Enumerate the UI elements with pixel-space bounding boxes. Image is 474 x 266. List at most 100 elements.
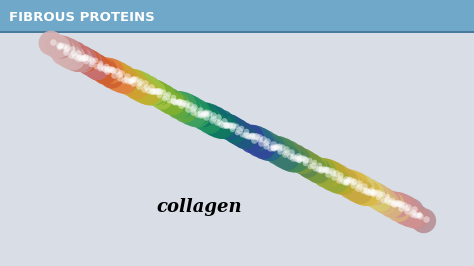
Point xyxy=(200,113,207,117)
Point xyxy=(72,54,79,59)
Point xyxy=(161,95,168,100)
Point xyxy=(411,213,419,217)
Point xyxy=(69,51,76,55)
Point xyxy=(162,94,170,98)
Point xyxy=(311,165,319,170)
Point xyxy=(362,189,370,194)
Point xyxy=(140,86,147,91)
Point xyxy=(352,187,360,192)
Point xyxy=(202,115,210,119)
Point xyxy=(259,137,266,141)
Point xyxy=(145,90,153,95)
Point xyxy=(292,155,299,159)
Point xyxy=(120,78,128,82)
Point xyxy=(267,147,274,151)
Point xyxy=(166,96,174,101)
Point xyxy=(198,113,206,117)
Point xyxy=(224,124,232,128)
Point xyxy=(151,89,158,93)
Point xyxy=(175,98,182,103)
Point xyxy=(213,121,221,125)
Point xyxy=(236,128,243,132)
Point xyxy=(248,139,256,143)
Point xyxy=(202,110,210,115)
Point xyxy=(322,167,329,171)
Point xyxy=(118,71,125,75)
Point xyxy=(102,68,110,72)
Point xyxy=(368,190,375,194)
Point xyxy=(334,174,342,179)
Point xyxy=(389,201,397,205)
Point xyxy=(217,122,225,126)
Point xyxy=(314,167,322,171)
Point xyxy=(270,146,277,150)
Point xyxy=(219,124,227,128)
Point xyxy=(395,201,403,206)
Point xyxy=(82,59,90,63)
Point xyxy=(169,101,177,106)
Point xyxy=(79,57,87,61)
Point xyxy=(334,177,341,181)
Point xyxy=(365,189,373,193)
Point xyxy=(201,110,209,115)
Point xyxy=(289,154,297,158)
Point xyxy=(395,203,402,207)
Point xyxy=(312,168,319,172)
Point xyxy=(287,149,295,154)
Point xyxy=(387,202,394,206)
Point xyxy=(88,59,96,64)
Point xyxy=(148,90,156,95)
Point xyxy=(72,57,80,61)
Point xyxy=(337,181,344,185)
Point xyxy=(80,56,88,60)
Point xyxy=(73,56,81,60)
Point xyxy=(199,112,207,116)
Point xyxy=(120,78,128,82)
Point xyxy=(227,122,234,127)
Point xyxy=(154,89,162,93)
Point xyxy=(186,103,193,107)
Point xyxy=(114,77,121,81)
Point xyxy=(62,50,70,54)
Point xyxy=(374,190,382,195)
Point xyxy=(269,147,276,151)
Point xyxy=(248,133,256,137)
Point xyxy=(293,157,301,162)
Point xyxy=(293,159,301,163)
Point xyxy=(325,168,332,172)
Point xyxy=(78,56,86,60)
Point xyxy=(372,190,379,194)
Point xyxy=(256,138,264,142)
Point xyxy=(276,149,283,153)
Point xyxy=(213,120,221,124)
Point xyxy=(180,103,188,107)
Point xyxy=(194,114,201,118)
Point xyxy=(242,129,250,134)
Point xyxy=(247,135,255,139)
Point xyxy=(336,176,344,180)
Point xyxy=(250,134,257,138)
Point xyxy=(360,191,367,195)
Point xyxy=(414,213,421,218)
Point xyxy=(364,191,372,196)
Point xyxy=(102,64,109,68)
Bar xyxy=(0,31,474,33)
Point xyxy=(299,159,307,164)
Point xyxy=(116,72,123,77)
Point xyxy=(317,167,325,172)
Point xyxy=(187,111,194,115)
Point xyxy=(347,177,355,182)
Point xyxy=(84,58,92,62)
Point xyxy=(234,128,242,132)
Point xyxy=(207,114,214,118)
Point xyxy=(233,130,241,134)
Point xyxy=(275,144,283,148)
Point xyxy=(273,145,280,149)
Point xyxy=(200,112,208,116)
Point xyxy=(69,56,77,60)
Point xyxy=(174,100,182,105)
Point xyxy=(87,57,94,61)
Point xyxy=(314,169,322,173)
Point xyxy=(188,106,196,111)
Point xyxy=(157,92,165,96)
